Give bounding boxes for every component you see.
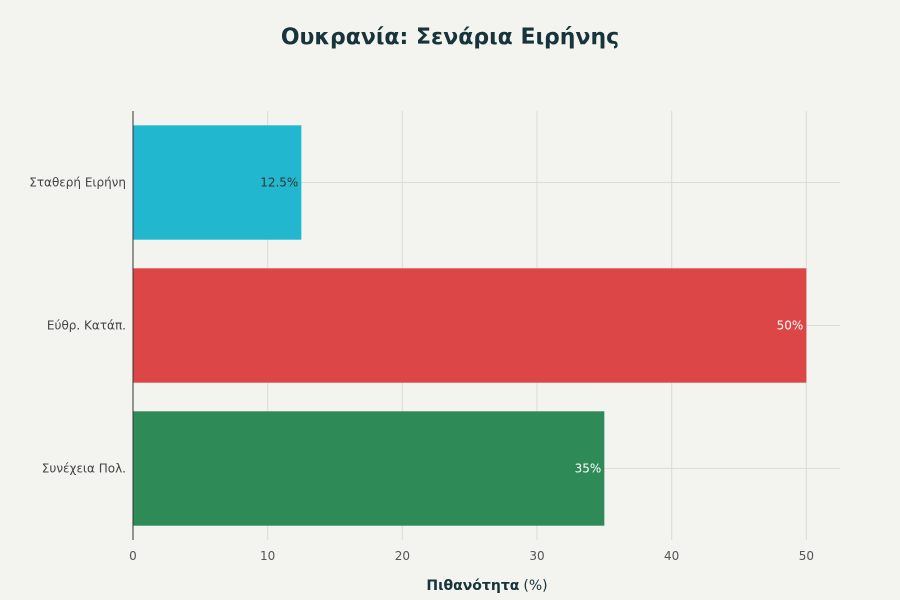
x-axis-title-main: Πιθανότητα [426,578,519,594]
x-axis-title: Πιθανότητα (%) [426,578,547,594]
x-tick-label-1: 10 [260,549,275,563]
x-axis-ticks: 0 10 20 30 40 50 [129,549,814,563]
y-axis-categories: Σταθερή Ειρήνη Εύθρ. Κατάπ. Συνέχεια Πολ. [29,176,126,476]
category-label-0: Σταθερή Ειρήνη [29,176,126,190]
category-label-2: Συνέχεια Πολ. [42,462,126,476]
x-tick-label-0: 0 [129,549,137,563]
bar-0 [133,125,302,240]
x-tick-label-3: 30 [529,549,544,563]
data-label-1: 50% [777,319,804,333]
category-label-1: Εύθρ. Κατάπ. [47,319,126,333]
data-label-2: 35% [575,462,602,476]
bar-2 [133,411,605,526]
chart-title: Ουκρανία: Σενάρια Ειρήνης [281,25,619,50]
x-tick-label-2: 20 [395,549,410,563]
x-tick-label-4: 40 [664,549,679,563]
bars: 12.5% 50% 35% [133,125,807,526]
bar-1 [133,268,807,383]
x-tick-label-5: 50 [799,549,814,563]
x-axis-title-unit: (%) [523,578,547,594]
data-label-0: 12.5% [260,176,298,190]
